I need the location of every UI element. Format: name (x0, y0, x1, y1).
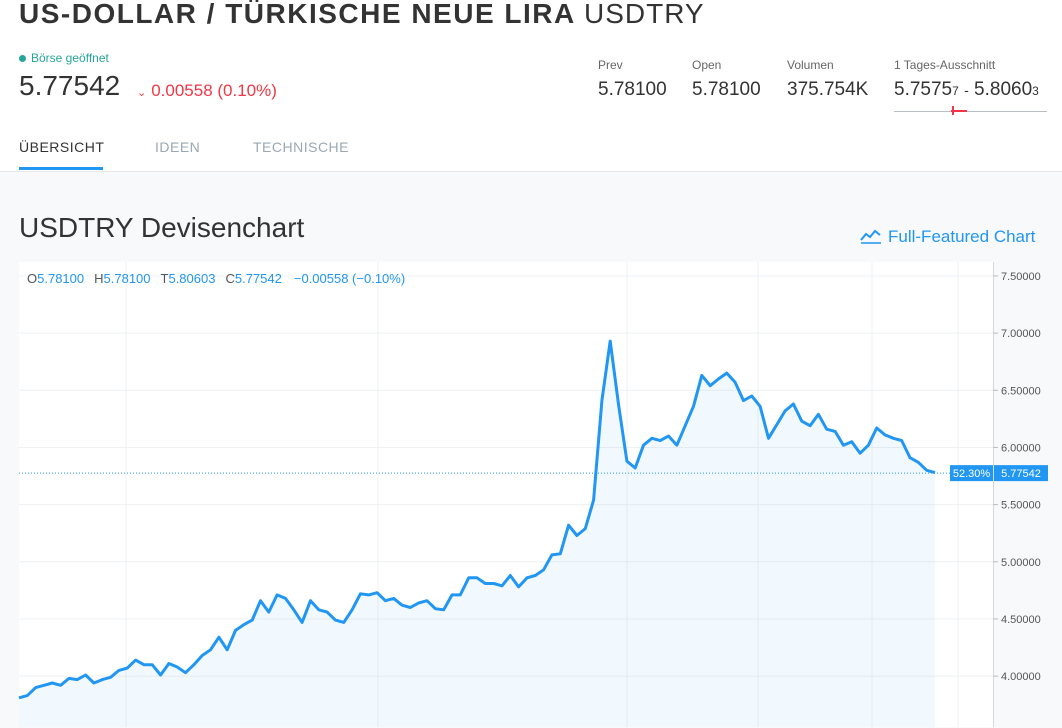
y-tick-label: 6.50000 (1001, 385, 1041, 397)
stat-value: 5.78100 (598, 79, 667, 100)
y-tick-label: 4.50000 (1001, 614, 1041, 626)
day-range: 5.75757 - 5.80603 (894, 79, 1039, 101)
tab[interactable]: TECHNISCHE (253, 139, 350, 155)
y-tick-label: 6.00000 (1001, 442, 1041, 454)
vertical-grid (125, 262, 959, 727)
legend-key: O (27, 271, 37, 286)
link-text[interactable]: Full-Featured Chart (888, 227, 1036, 246)
stat-label: Volumen (787, 58, 834, 72)
chart: 4.00000 4.50000 5.00000 5.50000 6.00000 6.500… (18, 262, 1048, 727)
price-tag (994, 465, 1048, 482)
plot-background (19, 262, 993, 727)
range-bar (894, 111, 1047, 112)
y-tick-label: 5.00000 (1001, 557, 1041, 569)
change-text: 0.00558 (0.10%) (151, 81, 277, 100)
stat-label: Open (692, 58, 722, 72)
instrument-name: US-DOLLAR / TÜRKISCHE NEUE LIRA (19, 0, 575, 29)
stat-label: Prev (598, 58, 623, 72)
market-status: Börse geöffnet (19, 51, 109, 65)
y-tick-label: 4.00000 (1001, 671, 1041, 683)
chart-icon (860, 229, 881, 244)
legend-value: 5.78100 (104, 271, 151, 286)
legend-line: O5.78100 H5.78100 T5.80603 C5.77542 −0.00558… (27, 271, 405, 286)
ohlc-legend: O5.78100 H5.78100 T5.80603 C5.77542 −0.00558… (27, 271, 405, 286)
tab[interactable]: ÜBERSICHT (19, 139, 105, 155)
price-tag-text: 5.77542 (1001, 468, 1041, 480)
range-marker (952, 106, 954, 115)
range-fill (951, 110, 967, 112)
line (18, 339, 936, 700)
legend-change: −0.00558 (−0.10%) (294, 271, 405, 286)
change-tag (950, 465, 993, 482)
legend-key: H (94, 271, 103, 286)
range-low: 5.7575 (894, 79, 953, 100)
range-separator: - (964, 82, 969, 98)
tab-indicator (19, 167, 103, 170)
symbol: USDTRY (583, 0, 705, 29)
status-text: Börse geöffnet (31, 51, 109, 65)
full-chart-link[interactable]: Full-Featured Chart (860, 227, 1035, 247)
price: 5.77542 (19, 70, 121, 101)
y-tick-label: 7.50000 (1001, 271, 1041, 283)
stat-value: 5.78100 (692, 79, 761, 100)
range-high-tail: 3 (1032, 84, 1039, 98)
stat-label: 1 Tages-Ausschnitt (894, 58, 996, 72)
legend-key: T (161, 271, 169, 286)
change: ⌄ 0.00558 (0.10%) (137, 81, 277, 100)
legend-value: 5.78100 (37, 271, 84, 286)
legend-value: 5.77542 (235, 271, 282, 286)
y-tick-label: 7.00000 (1001, 328, 1041, 340)
tab[interactable]: IDEEN (155, 139, 201, 155)
y-tick-label: 5.50000 (1001, 500, 1041, 512)
change-tag-text: 52.30% (953, 468, 991, 480)
range-high: 5.8060 (974, 79, 1033, 100)
legend-value: 5.80603 (168, 271, 215, 286)
title: US-DOLLAR / TÜRKISCHE NEUE LIRA USDTRY (19, 0, 705, 30)
range-low-tail: 7 (952, 84, 959, 98)
section-title: USDTRY Devisenchart (19, 212, 305, 243)
stat-value: 375.754K (787, 79, 869, 100)
legend-key: C (225, 271, 234, 286)
area (19, 341, 935, 727)
